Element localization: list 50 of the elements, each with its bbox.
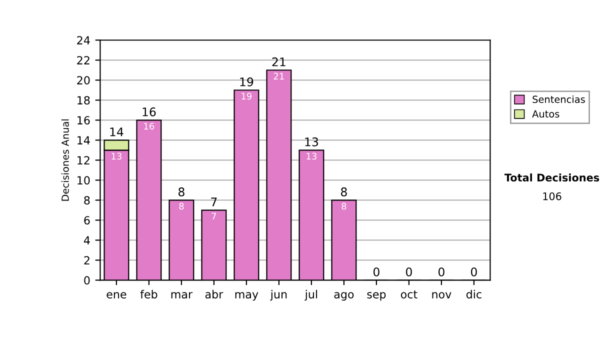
total-label: 0 [470,267,477,276]
y-tick-label: 24 [77,36,90,44]
y-tick-label: 8 [84,196,90,205]
total-label: 8 [340,187,347,196]
data-label: 7 [212,212,216,220]
y-tick-label: 14 [78,136,90,144]
data-label: 8 [179,202,184,210]
y-tick-label: 4 [84,236,90,244]
total-label: 7 [211,198,217,206]
y-tick-label: 12 [78,156,90,164]
x-tick-label: ago [334,292,354,301]
x-tick-label: oct [400,290,418,298]
text: Total Decisiones [504,173,600,182]
y-tick-label: 0 [84,276,90,285]
data-label: 13 [306,152,316,160]
y-tick-label: 10 [78,176,90,185]
x-tick-label: jun [270,290,287,301]
total-label: 8 [178,187,184,196]
data-label: 21 [274,72,284,80]
total-label: 13 [305,137,318,146]
x-tick-label: abr [205,290,224,298]
total-label: 14 [110,128,124,136]
data-label: 13 [112,152,122,160]
y-tick-label: 2 [84,256,90,264]
data-label: 19 [242,92,252,100]
total-label: 0 [373,267,380,276]
x-tick-label: mar [171,292,193,298]
text: 106 [543,192,562,200]
data-label: 16 [144,122,154,130]
y-tick-label: 6 [84,216,90,225]
y-tick-label: 20 [77,76,90,85]
data-label: 8 [342,202,346,210]
x-tick-label: may [235,292,258,301]
x-tick-label: ene [106,292,126,298]
x-tick-label: feb [140,290,158,298]
x-tick-label: sep [367,292,386,301]
total-label: 16 [142,107,156,116]
x-tick-label: dic [466,290,482,298]
y-tick-label: 16 [78,116,90,125]
x-tick-label: nov [432,292,452,298]
y-tick-label: 22 [77,56,90,64]
total-label: 21 [272,57,286,66]
total-label: 19 [240,77,254,86]
y-tick-label: 18 [78,96,90,105]
total-label: 0 [406,267,412,276]
y-axis-title: Decisiones Anual [61,119,69,201]
legend-label: Sentencias [532,95,585,104]
total-label: 0 [438,267,444,276]
x-tick-label: jul [304,290,318,301]
legend-label: Autos [532,110,560,118]
